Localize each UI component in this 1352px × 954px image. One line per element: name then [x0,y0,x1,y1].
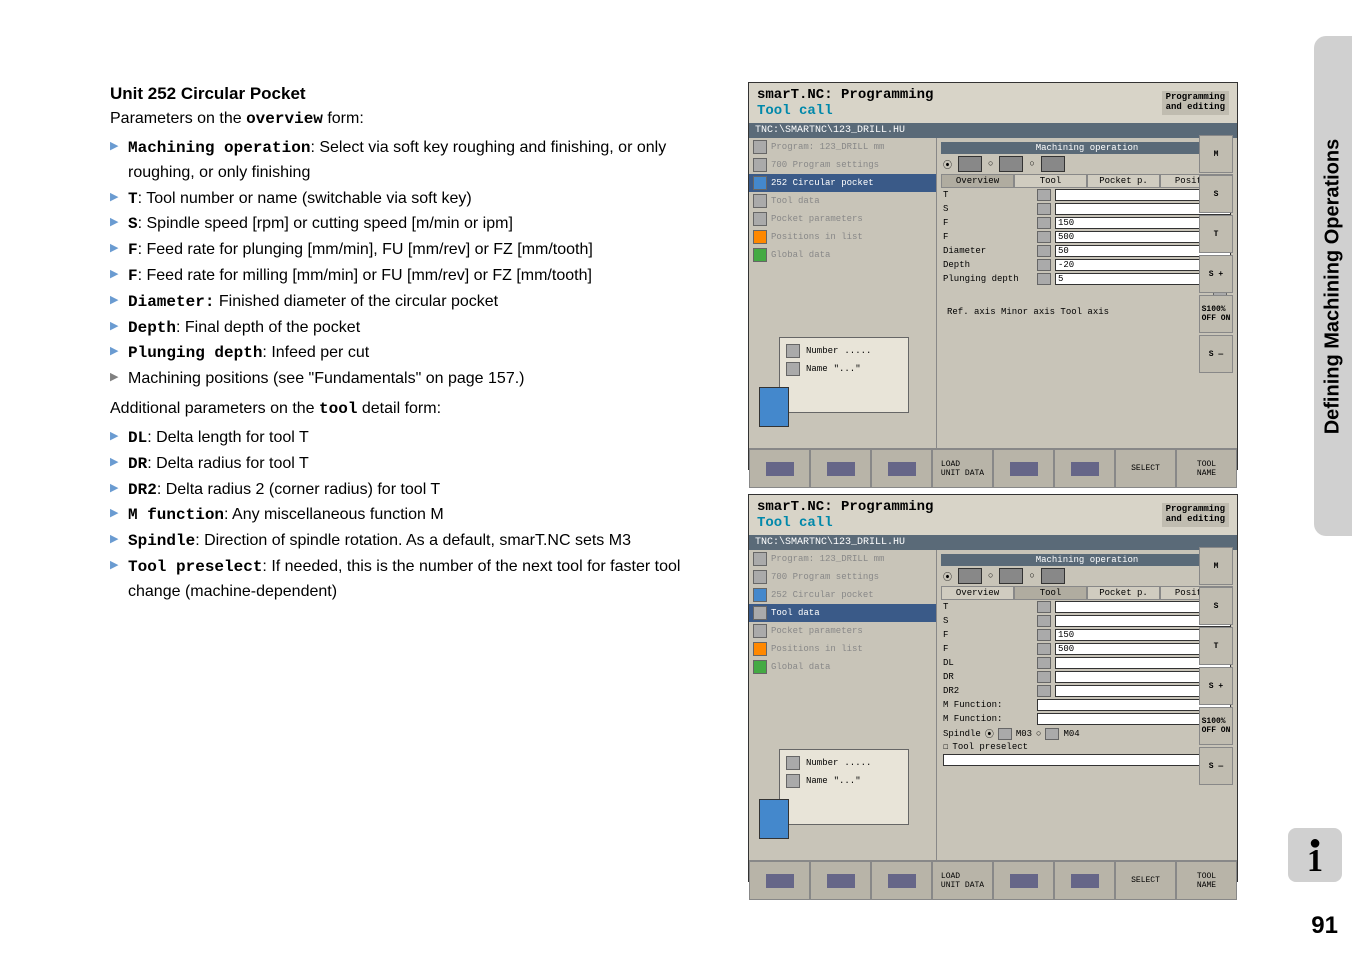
unit-heading: Unit 252 Circular Pocket [110,84,730,104]
drill-icon [759,387,789,427]
spindle-label: Spindle [943,729,981,739]
main-text-column: Unit 252 Circular Pocket Parameters on t… [110,84,730,606]
softkey-bar: LOAD UNIT DATASELECTTOOL NAME [749,448,1237,488]
softkey-bar: LOAD UNIT DATASELECTTOOL NAME [749,860,1237,900]
tree-thumbnail: Number..... Name"..." [779,337,909,413]
rough-icon[interactable] [999,568,1023,584]
tree-thumbnail: Number..... Name"..." [779,749,909,825]
tool-intro: Additional parameters on the tool detail… [110,400,730,418]
finish-icon[interactable] [1041,568,1065,584]
right-icon-bar: MSTS +S100% OFF ONS — [1199,135,1235,375]
m04-icon[interactable] [1045,728,1059,740]
form-tabs: OverviewToolPocket p.Position [941,174,1233,188]
page-number: 91 [1311,912,1338,940]
overview-list: Machining operation: Select via soft key… [110,136,730,392]
form-panel: Machining operation ⦿ ○ ○ OverviewToolPo… [937,138,1237,448]
mode-label: Programming and editing [1162,91,1229,115]
info-icon: ● 1 [1288,828,1342,882]
m-function-label: M Function: [943,700,1033,710]
finish-icon[interactable] [1041,156,1065,172]
screenshot-tool-form: smarT.NC: Programming Tool call Programm… [748,494,1238,882]
screenshot-header: smarT.NC: Programming Tool call Programm… [749,495,1237,535]
form-panel: Machining operation ⦿ ○ ○ OverviewToolPo… [937,550,1237,860]
rough-finish-icon[interactable] [958,156,982,172]
screenshot-overview-form: smarT.NC: Programming Tool call Programm… [748,82,1238,470]
axis-labels: Ref. axis Minor axis Tool axis [941,305,1233,319]
rough-finish-icon[interactable] [958,568,982,584]
overview-intro: Parameters on the overview form: [110,110,730,128]
rough-icon[interactable] [999,156,1023,172]
form-tabs: OverviewToolPocket p.Position [941,586,1233,600]
right-icon-bar: MSTS +S100% OFF ONS — [1199,547,1235,787]
chapter-tab: Defining Machining Operations [1314,36,1352,536]
drill-icon [759,799,789,839]
mode-label: Programming and editing [1162,503,1229,527]
tool-preselect-label: Tool preselect [952,742,1028,752]
tool-preselect-input[interactable] [943,754,1231,766]
machining-op-radios: ⦿ ○ ○ [941,154,1233,174]
file-path: TNC:\SMARTNC\123_DRILL.HU [749,535,1237,550]
screenshot-header: smarT.NC: Programming Tool call Programm… [749,83,1237,123]
m-function-label: M Function: [943,714,1033,724]
m03-icon[interactable] [998,728,1012,740]
file-path: TNC:\SMARTNC\123_DRILL.HU [749,123,1237,138]
tool-list: DL: Delta length for tool TDR: Delta rad… [110,426,730,605]
machining-op-radios: ⦿ ○ ○ [941,566,1233,586]
